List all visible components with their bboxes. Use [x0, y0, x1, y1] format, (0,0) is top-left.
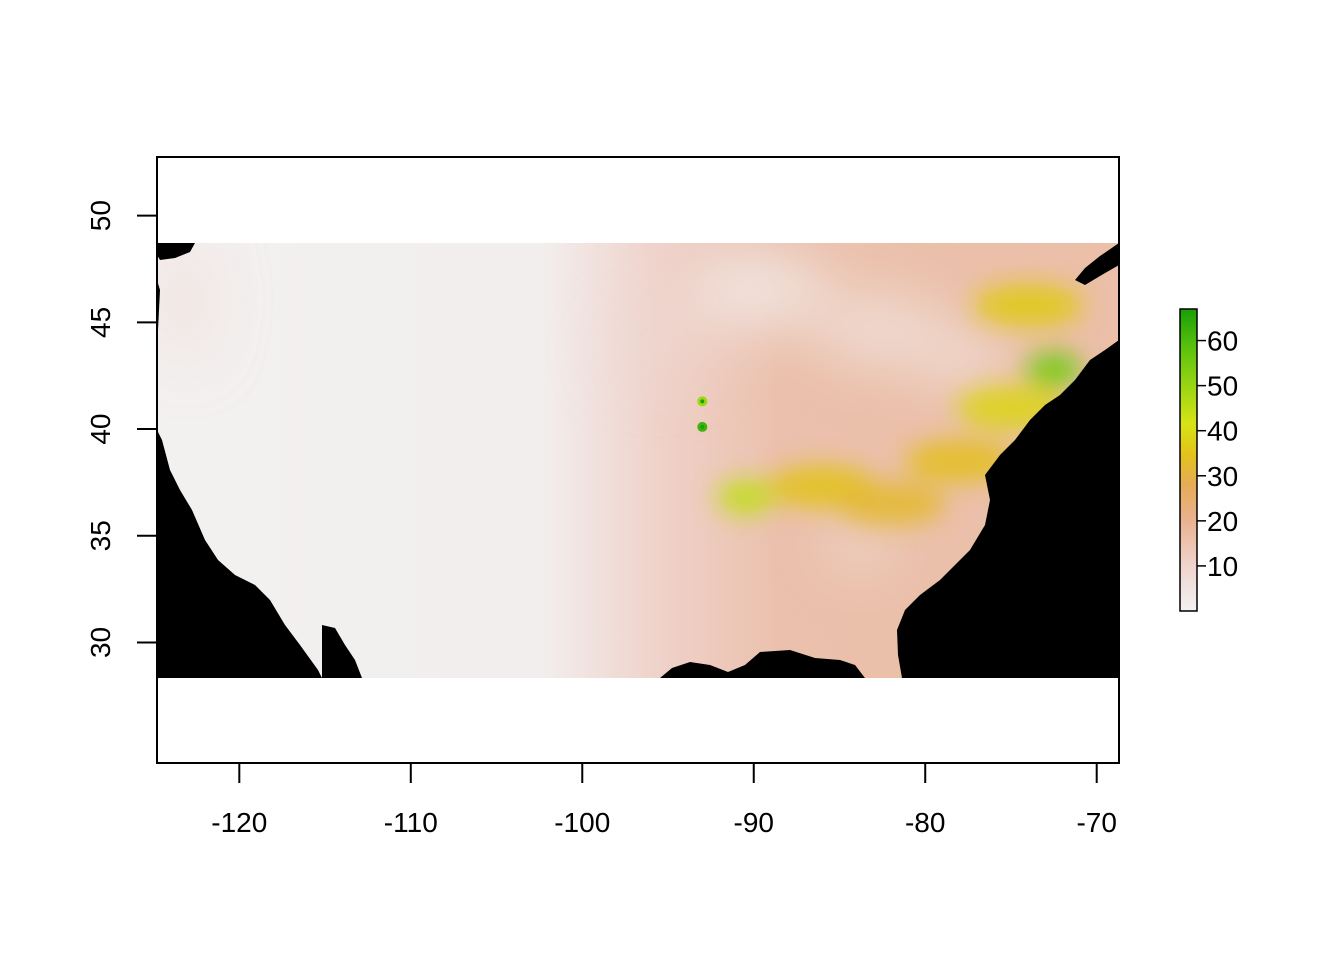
puget-na-area — [157, 243, 195, 260]
colorbar-tick-label: 60 — [1207, 326, 1238, 357]
x-tick-label: -70 — [1076, 807, 1116, 838]
colorbar-tick-label: 20 — [1207, 506, 1238, 537]
colorbar-ticks: 10 20 30 40 50 60 — [1197, 326, 1238, 582]
gulf-na-area — [660, 650, 865, 678]
colorbar: 10 20 30 40 50 60 — [1179, 308, 1238, 612]
high-value-blob — [717, 479, 774, 516]
na-areas — [157, 243, 1119, 678]
baja-na-area — [322, 625, 362, 678]
pacific-na-area — [157, 280, 322, 678]
raster-layer — [157, 243, 1119, 678]
x-axis: -120 -110 -100 -90 -80 -70 — [211, 762, 1117, 838]
y-tick-label: 40 — [85, 413, 116, 444]
x-tick-label: -110 — [384, 807, 438, 838]
high-value-blob — [835, 481, 946, 526]
high-value-band — [717, 283, 1084, 526]
colorbar-tick-label: 50 — [1207, 371, 1238, 402]
y-tick-label: 45 — [85, 307, 116, 338]
y-tick-label: 30 — [85, 627, 116, 658]
x-tick-label: -120 — [211, 807, 267, 838]
hotspots — [697, 396, 708, 432]
north-na-area — [1075, 243, 1119, 285]
hotspot-core — [700, 399, 705, 404]
hotspot-core — [700, 424, 705, 429]
high-value-blob — [973, 283, 1084, 328]
x-tick-label: -90 — [734, 807, 774, 838]
x-tick-label: -100 — [554, 807, 610, 838]
high-value-blob — [1025, 351, 1082, 388]
colorbar-tick-label: 10 — [1207, 551, 1238, 582]
x-tick-label: -80 — [905, 807, 945, 838]
atlantic-na-area — [897, 340, 1119, 678]
colorbar-tick-label: 30 — [1207, 461, 1238, 492]
colorbar-ramp — [1179, 308, 1198, 612]
y-tick-label: 50 — [85, 200, 116, 231]
y-tick-label: 35 — [85, 520, 116, 551]
high-value-blob — [904, 439, 1015, 484]
raster-texture — [165, 243, 1005, 560]
y-axis: 30 35 40 45 50 — [85, 200, 158, 658]
colorbar-tick-label: 40 — [1207, 416, 1238, 447]
